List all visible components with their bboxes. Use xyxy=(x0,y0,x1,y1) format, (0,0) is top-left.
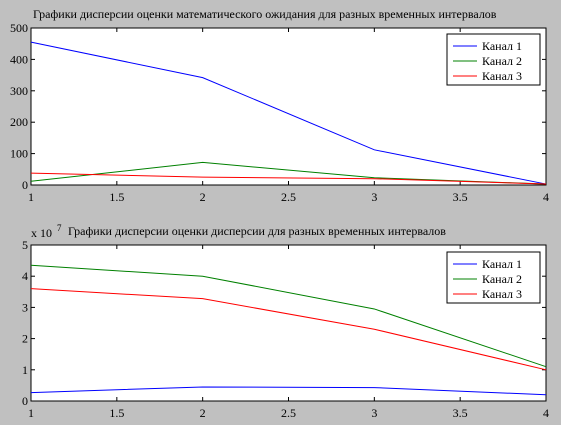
x-tick-label: 3 xyxy=(371,190,377,204)
y-tick-label: 0 xyxy=(22,394,28,408)
chart-title: Графики дисперсии оценки дисперсии для р… xyxy=(68,224,446,238)
x-tick-label: 2.5 xyxy=(281,190,296,204)
legend-label-3: Канал 3 xyxy=(482,69,522,83)
chart-1: Графики дисперсии оценки математического… xyxy=(10,7,549,204)
y-tick-label: 0 xyxy=(22,178,28,192)
x-tick-label: 4 xyxy=(543,190,549,204)
y-tick-label: 200 xyxy=(10,115,28,129)
series-line-1 xyxy=(30,41,547,185)
legend-box xyxy=(446,33,541,86)
y-tick-label: 100 xyxy=(10,147,28,161)
legend-label-2: Канал 2 xyxy=(482,272,522,286)
x-tick-label: 1.5 xyxy=(109,190,124,204)
x-tick-label: 2.5 xyxy=(281,406,296,420)
legend-label-3: Канал 3 xyxy=(482,287,522,301)
series-line-1 xyxy=(30,386,547,396)
y-tick-label: 3 xyxy=(22,300,28,314)
x-tick-label: 1 xyxy=(28,190,34,204)
x-tick-label: 4 xyxy=(543,406,549,420)
x-tick-label: 1 xyxy=(28,406,34,420)
x-tick-label: 3.5 xyxy=(453,406,468,420)
y-tick-label: 5 xyxy=(22,238,28,252)
x-tick-label: 1.5 xyxy=(109,406,124,420)
scale-factor-label: x 10 xyxy=(31,226,52,240)
y-tick-label: 500 xyxy=(10,21,28,35)
y-tick-label: 2 xyxy=(22,332,28,346)
x-tick-label: 2 xyxy=(200,190,206,204)
y-tick-label: 4 xyxy=(22,269,28,283)
x-tick-label: 3 xyxy=(371,406,377,420)
y-tick-label: 300 xyxy=(10,84,28,98)
series-line-3 xyxy=(30,172,547,185)
legend-label-1: Канал 1 xyxy=(482,39,522,53)
series-line-2 xyxy=(30,264,547,368)
scale-factor-exponent: 7 xyxy=(57,223,62,233)
x-tick-label: 2 xyxy=(200,406,206,420)
legend-label-2: Канал 2 xyxy=(482,54,522,68)
chart-title: Графики дисперсии оценки математического… xyxy=(33,7,497,21)
chart-2: Графики дисперсии оценки дисперсии для р… xyxy=(22,223,549,420)
x-tick-label: 3.5 xyxy=(453,190,468,204)
y-tick-label: 1 xyxy=(22,363,28,377)
legend-label-1: Канал 1 xyxy=(482,257,522,271)
series-line-3 xyxy=(30,288,547,371)
y-tick-label: 400 xyxy=(10,52,28,66)
